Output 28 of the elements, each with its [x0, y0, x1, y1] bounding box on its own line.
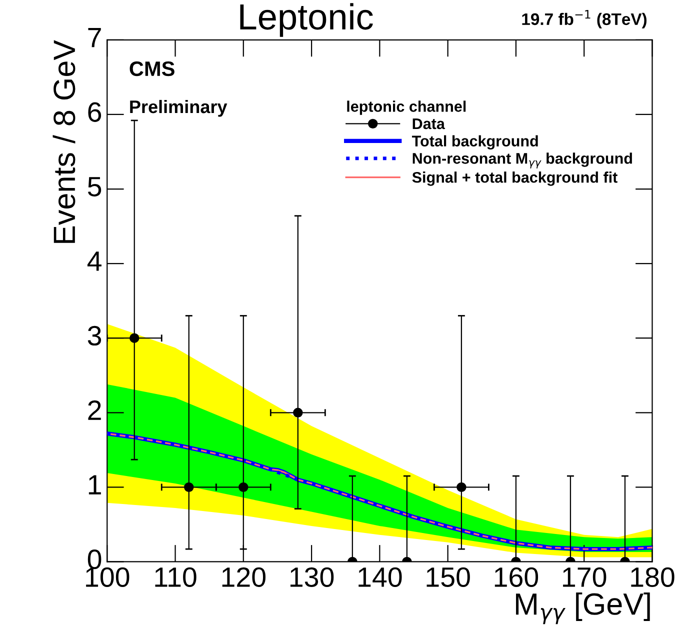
legend-label: Signal + total background fit: [412, 172, 618, 186]
legend-label: Total background: [412, 135, 538, 150]
x-tick-label: 150: [426, 567, 470, 587]
y-tick-label: 0: [88, 550, 102, 570]
annotation: CMS: [130, 61, 174, 76]
legend-title: leptonic channel: [347, 100, 466, 115]
annotation: Preliminary: [130, 100, 228, 117]
x-axis-title: M$_{γγ}$ [GeV]: [516, 592, 650, 624]
x-tick-label: 120: [222, 567, 266, 587]
y-tick-label: 2: [88, 400, 101, 420]
x-tick-label: 110: [155, 567, 196, 587]
y-tick-label: 1: [88, 475, 101, 494]
x-tick-label: 130: [290, 567, 334, 587]
y-tick-label: 4: [87, 252, 102, 271]
legend-label: Data: [412, 118, 446, 130]
y-axis-title: Events / 8 GeV: [52, 40, 76, 243]
y-tick-label: 3: [88, 326, 102, 346]
x-tick-label: 140: [358, 567, 402, 587]
y-tick-label: 6: [88, 102, 102, 122]
x-tick-label: 180: [631, 567, 674, 587]
chart-title: Leptonic: [240, 3, 373, 37]
legend-label: Non-resonant M$_{γγ}$ background: [412, 152, 632, 168]
x-tick-label: 160: [494, 567, 538, 587]
y-tick-label: 5: [88, 177, 102, 196]
y-tick-label: 7: [88, 28, 101, 48]
x-tick-label: 170: [563, 567, 606, 587]
text: 19.7 fb$^{−1}$ (8TeV): [522, 10, 647, 28]
x-tick-label: 100: [86, 567, 130, 587]
